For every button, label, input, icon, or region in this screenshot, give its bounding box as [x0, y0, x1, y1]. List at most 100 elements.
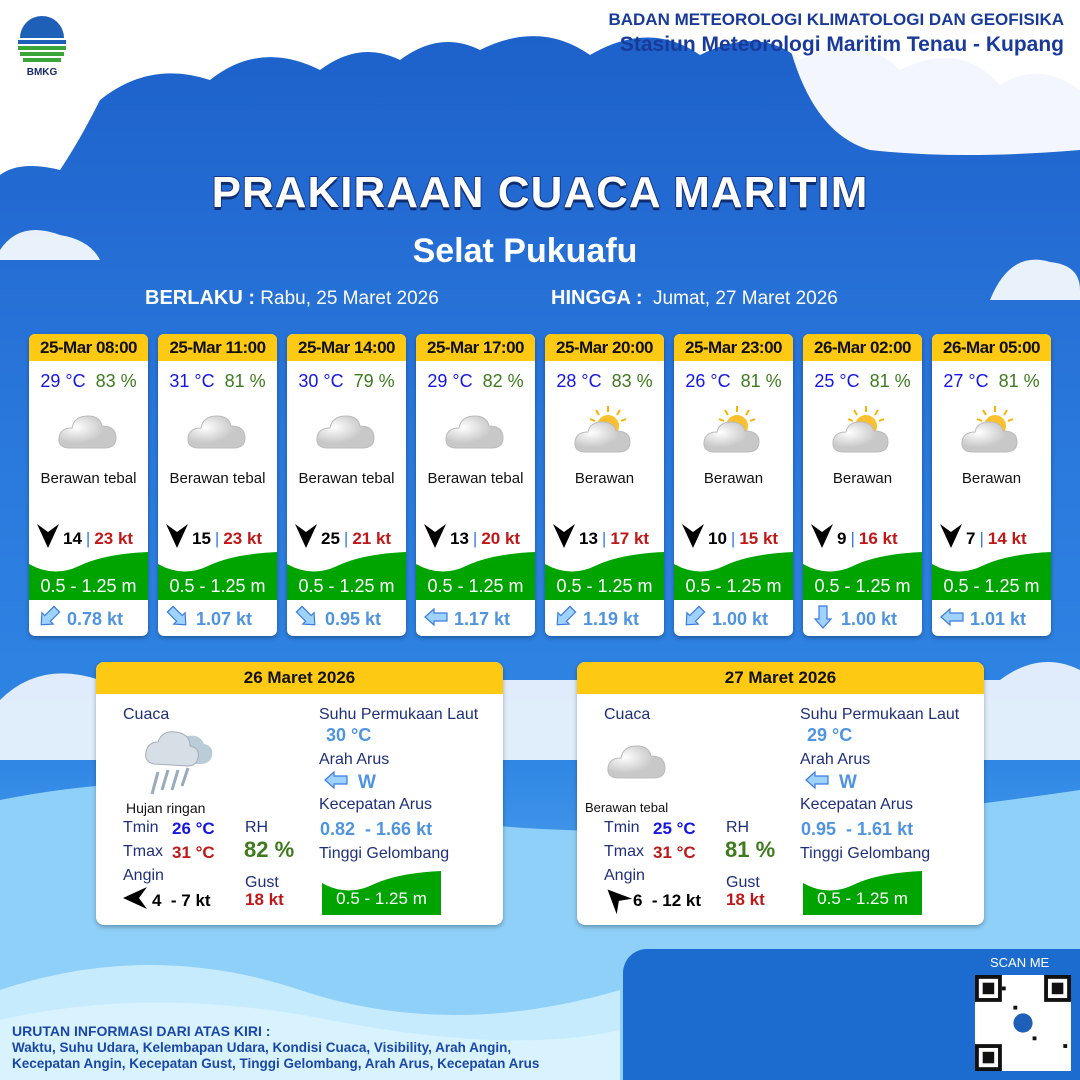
wind-speed: 15 — [192, 528, 211, 548]
tmin-value: 25 °C — [653, 819, 696, 838]
air-temp: 29 °C — [427, 371, 473, 391]
current-dir-label: Arah Arus — [800, 751, 871, 768]
weather-condition: Berawan — [961, 470, 1022, 487]
wave-icon — [803, 867, 922, 915]
station-name: Stasiun Meteorologi Maritim Tenau - Kupa… — [619, 33, 1064, 56]
current-direction-arrow-icon — [811, 605, 835, 632]
sst-label: Suhu Permukaan Laut — [800, 706, 960, 723]
sun-cloud-icon — [572, 404, 636, 456]
wind-label: Angin — [604, 867, 645, 884]
wind-direction-arrow-icon — [940, 524, 962, 553]
gust-speed: 23 kt — [223, 528, 263, 548]
current-row: 1.01 kt — [940, 607, 1026, 632]
weather-condition: Berawan — [832, 470, 893, 487]
wave-height: 0.5 - 1.25 m — [817, 889, 908, 908]
rh-label: RH — [726, 819, 750, 836]
temp-rh: 29 °C 83 % — [29, 371, 148, 392]
humidity: 81 % — [998, 371, 1040, 391]
temp-rh: 26 °C 81 % — [674, 371, 793, 392]
forecast-time: 26-Mar 02:00 — [803, 334, 922, 361]
weather-condition: Berawan — [574, 470, 635, 487]
valid-from-label: BERLAKU : — [145, 287, 255, 309]
wind-label: Angin — [123, 867, 164, 884]
wave-icon — [803, 548, 922, 600]
valid-from-date: Rabu, 25 Maret 2026 — [260, 288, 439, 309]
air-temp: 25 °C — [814, 371, 860, 391]
wave-icon — [932, 548, 1051, 600]
divider: | — [214, 528, 220, 548]
footer-line-2: Kecepatan Angin, Kecepatan Gust, Tinggi … — [12, 1056, 540, 1071]
temp-rh: 27 °C 81 % — [932, 371, 1051, 392]
current-direction-arrow-icon — [805, 770, 829, 795]
forecast-time: 25-Mar 20:00 — [545, 334, 664, 361]
wind-direction-arrow-icon — [424, 524, 446, 553]
weather-label: Cuaca — [604, 706, 651, 723]
temp-rh: 25 °C 81 % — [803, 371, 922, 392]
daily-summary-card: 27 Maret 2026 Cuaca Berawan tebal Tmin 2… — [577, 662, 984, 925]
wave-label: Tinggi Gelombang — [319, 845, 450, 862]
humidity: 79 % — [353, 371, 395, 391]
wind-speed: 13 — [450, 528, 469, 548]
current-speed-label: Kecepatan Arus — [800, 796, 913, 813]
weather-condition: Berawan tebal — [169, 470, 266, 487]
tmax-label: Tmax — [123, 843, 163, 860]
current-speed: 1.00 kt — [841, 609, 898, 629]
daily-summary-card: 26 Maret 2026 Cuaca Hujan ringan Tmin 26… — [96, 662, 503, 925]
wave-height: 0.5 - 1.25 m — [556, 576, 653, 596]
wind-direction-arrow-icon — [605, 886, 633, 915]
wave-height: 0.5 - 1.25 m — [814, 576, 911, 596]
current-row: 1.07 kt — [166, 605, 252, 632]
wind-row: 13 | 20 kt — [424, 524, 531, 553]
footer-legend: Waktu, Suhu Udara, Kelembapan Udara, Kon… — [12, 1040, 539, 1072]
temp-rh: 30 °C 79 % — [287, 371, 406, 392]
daily-date: 26 Maret 2026 — [96, 662, 503, 694]
wave-height: 0.5 - 1.25 m — [685, 576, 782, 596]
divider: | — [85, 528, 91, 548]
daily-wind: 4 - 7 kt — [123, 886, 211, 915]
current-speed: 0.95 kt — [325, 609, 382, 629]
humidity: 82 % — [482, 371, 524, 391]
divider: | — [601, 528, 607, 548]
current-direction-arrow-icon — [424, 607, 448, 632]
current-row: 0.95 kt — [295, 605, 382, 632]
forecast-time: 25-Mar 17:00 — [416, 334, 535, 361]
page-title: PRAKIRAAN CUACA MARITIM — [211, 167, 869, 218]
wind-speed: 25 — [321, 528, 340, 548]
wind-row: 25 | 21 kt — [295, 524, 402, 553]
current-speed: 0.78 kt — [67, 609, 124, 629]
divider: | — [850, 528, 855, 548]
wind-row: 9 | 16 kt — [811, 524, 918, 553]
tmax-value: 31 °C — [172, 843, 215, 862]
wind-range: 4 - 7 kt — [152, 890, 211, 910]
weather-condition: Berawan — [703, 470, 764, 487]
cloud-icon — [314, 404, 378, 456]
wind-range: 6 - 12 kt — [633, 890, 702, 910]
forecast-card: 25-Mar 17:00 29 °C 82 % Berawan tebal 13… — [416, 334, 535, 636]
current-speed-range: 0.82 - 1.66 kt — [320, 819, 433, 839]
gust-speed: 23 kt — [94, 528, 134, 548]
wave-height: 0.5 - 1.25 m — [40, 576, 137, 596]
rain-cloud-icon — [144, 724, 214, 804]
organization-name: BADAN METEOROLOGI KLIMATOLOGI DAN GEOFIS… — [608, 10, 1064, 29]
footer-heading: URUTAN INFORMASI DARI ATAS KIRI : — [12, 1023, 271, 1039]
valid-to-label: HINGGA : — [551, 287, 643, 309]
forecast-time: 26-Mar 05:00 — [932, 334, 1051, 361]
current-row: 1.00 kt — [811, 605, 898, 632]
temp-rh: 31 °C 81 % — [158, 371, 277, 392]
air-temp: 28 °C — [556, 371, 602, 391]
daily-wind: 6 - 12 kt — [605, 886, 701, 915]
current-direction-arrow-icon — [553, 605, 577, 632]
air-temp: 27 °C — [943, 371, 989, 391]
temp-rh: 28 °C 83 % — [545, 371, 664, 392]
current-speed: 1.00 kt — [712, 609, 769, 629]
wave-icon — [545, 548, 664, 600]
gust-speed: 17 kt — [610, 528, 650, 548]
forecast-time: 25-Mar 14:00 — [287, 334, 406, 361]
wind-direction-arrow-icon — [811, 524, 833, 553]
temp-rh: 29 °C 82 % — [416, 371, 535, 392]
gust-value: 18 kt — [245, 890, 284, 909]
current-speed-range: 0.95 - 1.61 kt — [801, 819, 914, 839]
qr-code[interactable] — [975, 975, 1071, 1071]
current-speed: 1.17 kt — [454, 609, 511, 629]
current-direction-arrow-icon — [324, 770, 348, 795]
